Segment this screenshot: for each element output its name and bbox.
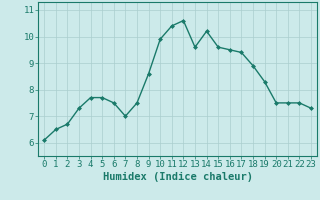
X-axis label: Humidex (Indice chaleur): Humidex (Indice chaleur) (103, 172, 252, 182)
